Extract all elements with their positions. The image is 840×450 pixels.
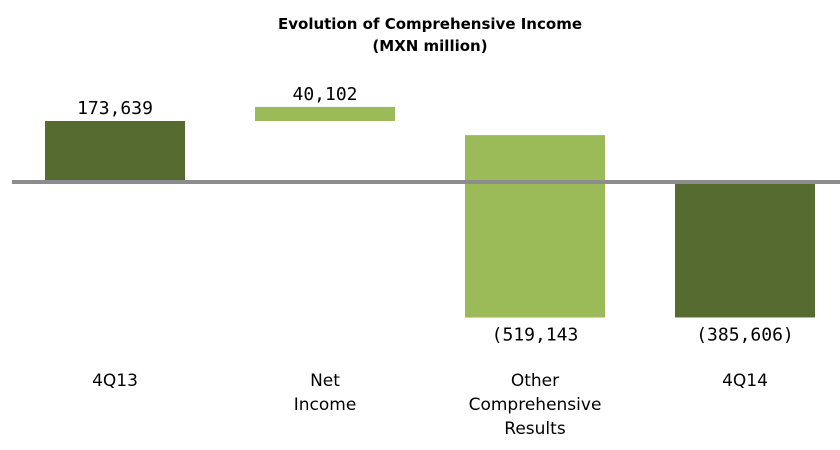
bars-group [45,106,815,318]
bar-4q13 [45,121,185,182]
data-label-4q13: 173,639 [77,98,153,119]
category-label-other-comprehensive-results: Other Comprehensive Results [469,371,602,439]
category-labels-group: 4Q13 Net Income Other Comprehensive Results 4Q… [92,371,768,439]
data-label-net-income: 40,102 [292,84,357,105]
category-label-4q13: 4Q13 [92,371,138,391]
chart-subtitle: (MXN million) [372,37,487,55]
chart-title: Evolution of Comprehensive Income [278,15,582,33]
bar-4q14 [675,182,815,318]
data-labels-group: 173,639 40,102 (519,143 (385,606) [77,84,794,346]
bar-net-income [255,106,395,121]
data-label-other-comprehensive-results: (519,143 [492,325,579,346]
category-label-4q14: 4Q14 [722,371,768,391]
category-label-net-income: Net Income [294,371,357,415]
bar-other-comprehensive-results [465,135,605,318]
data-label-4q14: (385,606) [696,324,794,345]
